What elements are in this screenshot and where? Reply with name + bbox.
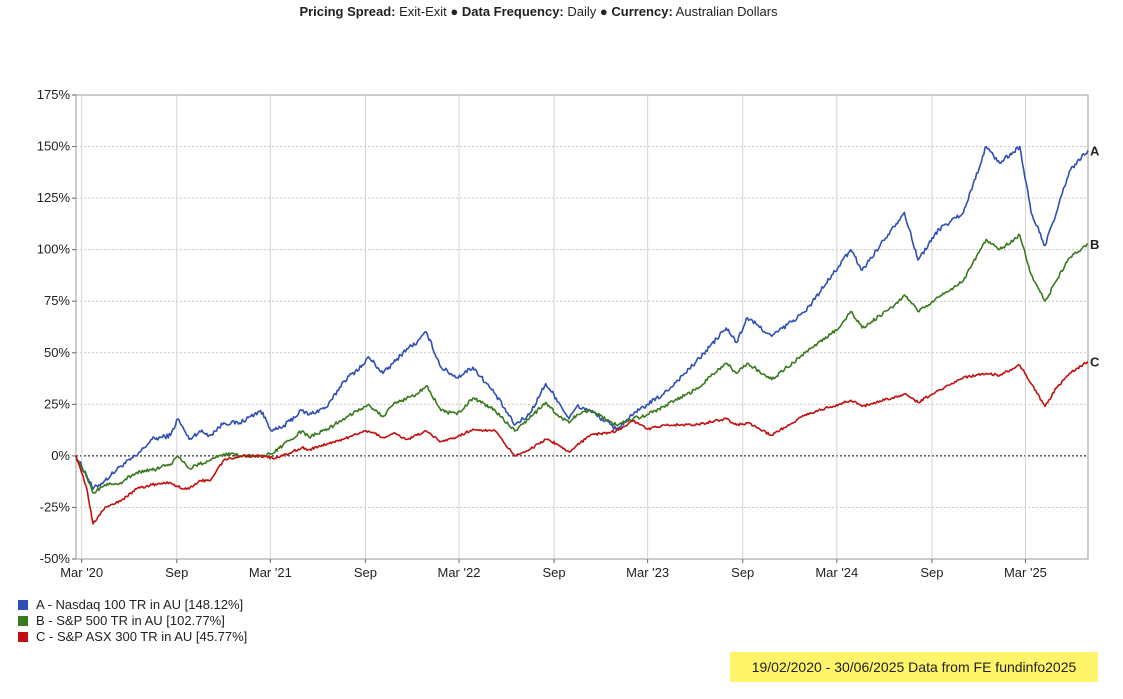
- y-tick-label: -25%: [40, 499, 71, 514]
- legend-swatch-c: [18, 632, 28, 642]
- x-tick-label: Mar '25: [1004, 565, 1047, 580]
- pricing-spread-value: Exit-Exit: [395, 4, 447, 19]
- legend-label-a: A - Nasdaq 100 TR in AU [148.12%]: [36, 597, 244, 612]
- series-end-label-a: A: [1090, 143, 1100, 158]
- series-end-label-c: C: [1090, 355, 1100, 370]
- series-line-c: [75, 361, 1089, 525]
- legend-item-c[interactable]: C - S&P ASX 300 TR in AU [45.77%]: [18, 629, 247, 645]
- chart-header: Pricing Spread: Exit-Exit ● Data Frequen…: [0, 4, 1077, 19]
- legend-item-a[interactable]: A - Nasdaq 100 TR in AU [148.12%]: [18, 597, 247, 613]
- header-separator: ●: [446, 4, 462, 19]
- data-source-note: 19/02/2020 - 30/06/2025 Data from FE fun…: [730, 652, 1098, 682]
- pricing-spread-label: Pricing Spread:: [299, 4, 396, 19]
- x-tick-label: Mar '24: [815, 565, 858, 580]
- series-line-a: [75, 145, 1089, 490]
- currency-label: Currency:: [611, 4, 673, 19]
- x-tick-label: Mar '20: [60, 565, 103, 580]
- plot-area: [75, 94, 1089, 560]
- data-frequency-value: Daily: [563, 4, 597, 19]
- x-tick-label: Sep: [920, 565, 943, 580]
- x-tick-label: Mar '23: [626, 565, 669, 580]
- legend: A - Nasdaq 100 TR in AU [148.12%] B - S&…: [18, 597, 247, 645]
- data-frequency-label: Data Frequency:: [461, 4, 564, 19]
- legend-swatch-a: [18, 600, 28, 610]
- y-tick-label: 75%: [44, 293, 70, 308]
- x-tick-label: Mar '21: [249, 565, 292, 580]
- series-end-label-b: B: [1090, 237, 1099, 252]
- y-tick-label: 125%: [37, 190, 71, 205]
- y-tick-label: -50%: [40, 551, 71, 566]
- y-tick-label: 100%: [37, 242, 71, 257]
- y-tick-label: 0%: [51, 448, 70, 463]
- x-tick-label: Sep: [543, 565, 566, 580]
- y-tick-label: 50%: [44, 345, 70, 360]
- x-tick-label: Mar '22: [438, 565, 481, 580]
- legend-swatch-b: [18, 616, 28, 626]
- legend-label-b: B - S&P 500 TR in AU [102.77%]: [36, 613, 225, 628]
- legend-item-b[interactable]: B - S&P 500 TR in AU [102.77%]: [18, 613, 247, 629]
- x-tick-label: Sep: [165, 565, 188, 580]
- x-tick-label: Sep: [354, 565, 377, 580]
- legend-label-c: C - S&P ASX 300 TR in AU [45.77%]: [36, 629, 248, 644]
- y-tick-label: 150%: [37, 139, 71, 154]
- y-tick-label: 25%: [44, 396, 70, 411]
- header-separator: ●: [596, 4, 612, 19]
- performance-chart: -50% -25% 0% 25% 50% 75% 100% 125% 150% 175% Mar '…: [37, 87, 1100, 580]
- x-tick-label: Sep: [731, 565, 754, 580]
- currency-value: Australian Dollars: [672, 4, 778, 19]
- y-tick-label: 175%: [37, 87, 71, 102]
